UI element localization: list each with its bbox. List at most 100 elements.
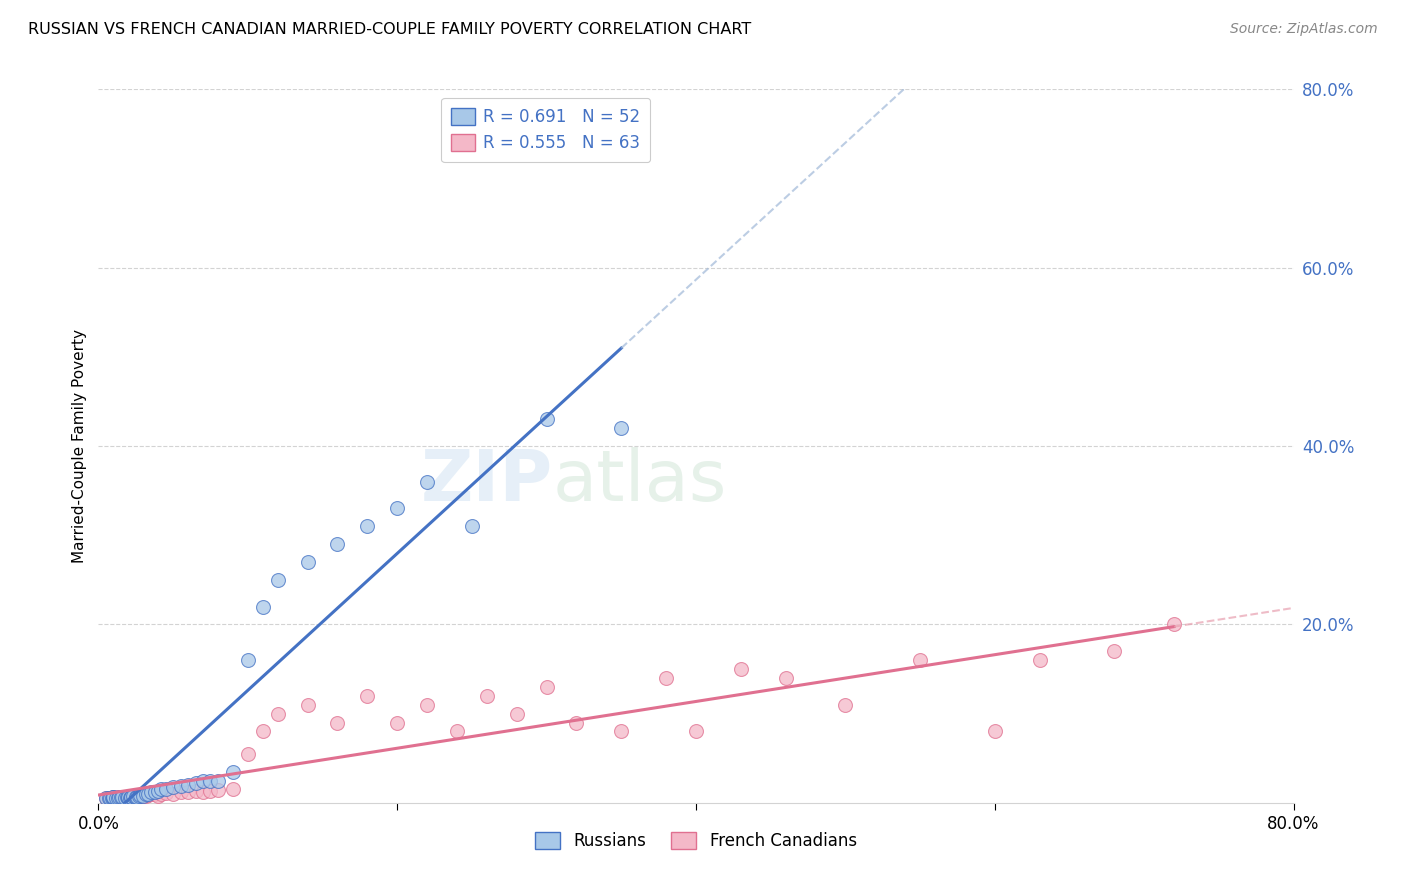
Point: [118, 791, 141, 805]
Point: [236, 747, 259, 761]
Point: [107, 791, 129, 805]
Point: [169, 779, 191, 793]
Point: [139, 787, 162, 801]
Point: [356, 689, 378, 703]
Text: Source: ZipAtlas.com: Source: ZipAtlas.com: [1230, 22, 1378, 37]
Point: [118, 791, 141, 805]
Point: [252, 599, 274, 614]
Point: [148, 789, 170, 803]
Text: atlas: atlas: [553, 447, 727, 516]
Point: [191, 773, 214, 788]
Point: [184, 776, 207, 790]
Point: [983, 724, 1005, 739]
Point: [267, 573, 290, 587]
Point: [139, 785, 162, 799]
Point: [128, 789, 150, 803]
Point: [155, 786, 177, 800]
Point: [162, 787, 184, 801]
Point: [236, 653, 259, 667]
Point: [98, 791, 122, 805]
Point: [834, 698, 856, 712]
Legend: Russians, French Canadians: Russians, French Canadians: [527, 824, 865, 859]
Point: [105, 791, 128, 805]
Point: [101, 791, 124, 805]
Point: [114, 791, 136, 805]
Point: [136, 788, 159, 802]
Point: [115, 790, 138, 805]
Point: [1163, 617, 1185, 632]
Point: [94, 791, 117, 805]
Point: [129, 788, 152, 802]
Text: RUSSIAN VS FRENCH CANADIAN MARRIED-COUPLE FAMILY POVERTY CORRELATION CHART: RUSSIAN VS FRENCH CANADIAN MARRIED-COUPL…: [28, 22, 751, 37]
Point: [148, 784, 170, 798]
Point: [222, 764, 245, 779]
Point: [135, 787, 157, 801]
Point: [105, 791, 128, 805]
Point: [120, 789, 142, 804]
Point: [461, 519, 484, 533]
Point: [97, 791, 120, 805]
Point: [162, 780, 184, 794]
Point: [121, 789, 143, 803]
Point: [446, 724, 468, 739]
Point: [506, 706, 529, 721]
Point: [655, 671, 678, 685]
Point: [191, 785, 214, 799]
Point: [385, 501, 409, 516]
Point: [110, 790, 132, 805]
Point: [416, 698, 439, 712]
Point: [132, 789, 155, 803]
Point: [120, 790, 142, 805]
Point: [207, 773, 229, 788]
Point: [610, 724, 633, 739]
Point: [297, 698, 319, 712]
Point: [184, 784, 207, 798]
Point: [120, 789, 142, 804]
Point: [200, 784, 222, 798]
Point: [125, 789, 148, 804]
Point: [536, 412, 558, 426]
Point: [135, 789, 157, 803]
Point: [326, 537, 349, 551]
Point: [207, 783, 229, 797]
Point: [111, 789, 134, 804]
Y-axis label: Married-Couple Family Poverty: Married-Couple Family Poverty: [72, 329, 87, 563]
Point: [121, 789, 143, 803]
Point: [143, 787, 166, 801]
Point: [155, 782, 177, 797]
Point: [115, 790, 138, 805]
Point: [110, 790, 132, 805]
Point: [385, 715, 409, 730]
Point: [267, 706, 290, 721]
Point: [127, 789, 149, 804]
Point: [143, 785, 166, 799]
Point: [117, 791, 139, 805]
Point: [117, 791, 139, 805]
Point: [297, 555, 319, 569]
Point: [136, 787, 159, 801]
Point: [98, 791, 122, 805]
Point: [94, 791, 117, 805]
Point: [1028, 653, 1050, 667]
Point: [536, 680, 558, 694]
Point: [128, 789, 150, 803]
Point: [416, 475, 439, 489]
Point: [169, 785, 191, 799]
Point: [125, 791, 148, 805]
Point: [129, 788, 152, 802]
Point: [326, 715, 349, 730]
Point: [252, 724, 274, 739]
Point: [565, 715, 588, 730]
Point: [117, 789, 139, 804]
Point: [103, 790, 125, 805]
Point: [114, 791, 136, 805]
Point: [150, 782, 173, 797]
Point: [101, 791, 124, 805]
Text: ZIP: ZIP: [420, 447, 553, 516]
Point: [103, 791, 125, 805]
Point: [108, 790, 131, 805]
Point: [685, 724, 707, 739]
Point: [103, 791, 125, 805]
Point: [111, 789, 134, 804]
Point: [150, 787, 173, 801]
